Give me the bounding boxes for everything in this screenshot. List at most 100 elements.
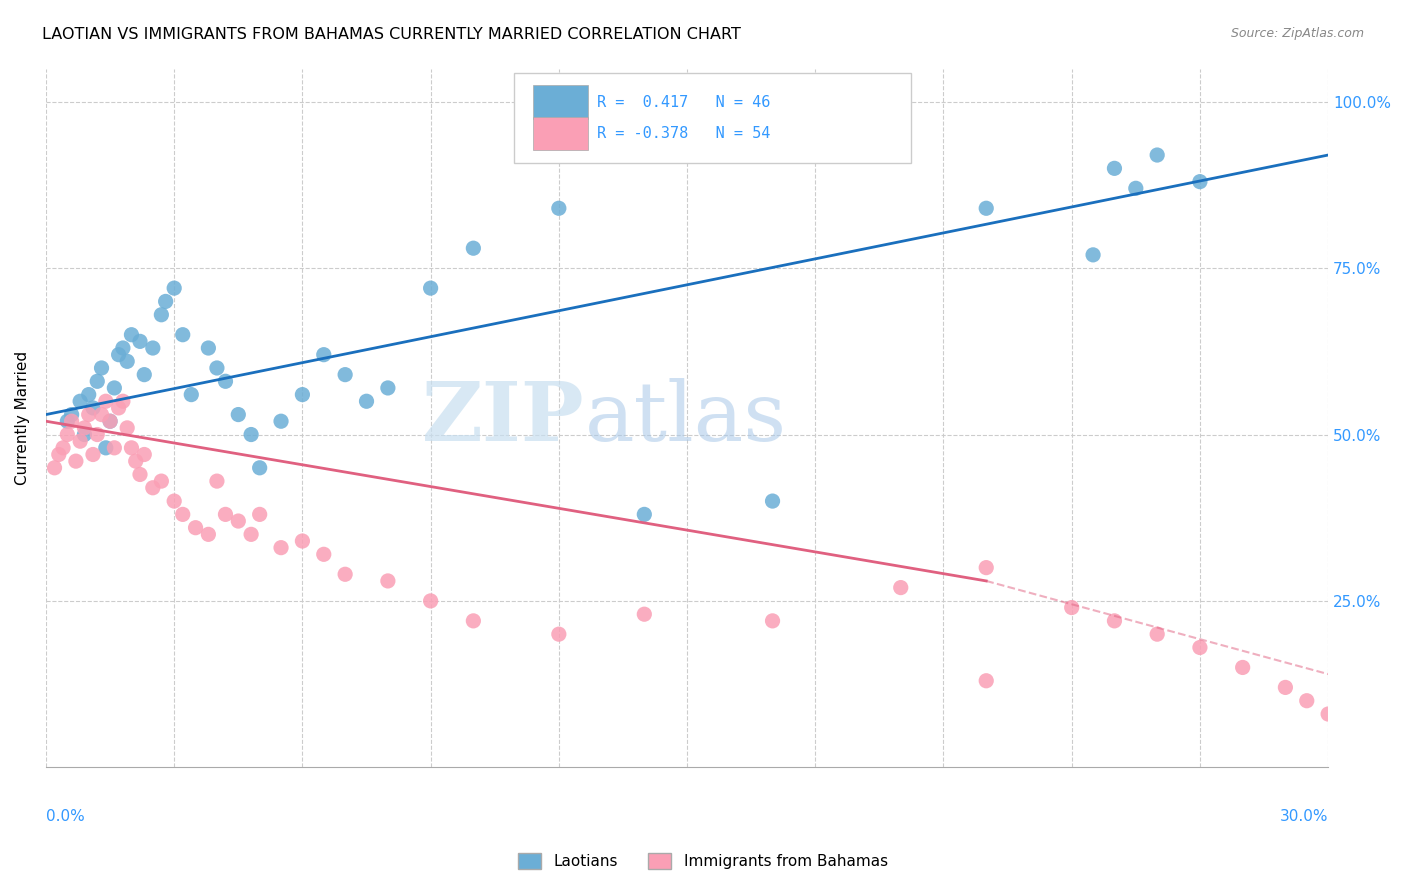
Point: [98, 414, 121, 428]
Point: [142, 481, 165, 495]
Point: [1317, 706, 1340, 721]
Point: [82, 401, 104, 415]
FancyBboxPatch shape: [533, 86, 588, 119]
Point: [1104, 614, 1126, 628]
Point: [180, 387, 202, 401]
Point: [184, 521, 207, 535]
Point: [150, 474, 173, 488]
Point: [205, 361, 228, 376]
Point: [134, 368, 156, 382]
Point: [163, 494, 186, 508]
Point: [94, 441, 117, 455]
Point: [333, 368, 356, 382]
Point: [1146, 148, 1168, 162]
Point: [633, 607, 655, 622]
Point: [94, 394, 117, 409]
Point: [240, 427, 263, 442]
Text: R = -0.378   N = 54: R = -0.378 N = 54: [598, 126, 770, 141]
Point: [115, 354, 138, 368]
Point: [69, 394, 91, 409]
Point: [419, 594, 441, 608]
Point: [249, 460, 271, 475]
Point: [65, 454, 87, 468]
Point: [356, 394, 378, 409]
Point: [77, 408, 100, 422]
Legend: Laotians, Immigrants from Bahamas: Laotians, Immigrants from Bahamas: [512, 847, 894, 875]
Point: [111, 341, 134, 355]
Point: [197, 341, 219, 355]
Point: [103, 441, 125, 455]
Point: [86, 374, 108, 388]
Point: [163, 281, 186, 295]
Point: [129, 334, 152, 349]
Point: [547, 201, 569, 215]
Point: [115, 421, 138, 435]
Point: [60, 414, 83, 428]
Text: 0.0%: 0.0%: [46, 809, 84, 824]
Point: [205, 474, 228, 488]
FancyBboxPatch shape: [533, 117, 588, 150]
Point: [56, 414, 79, 428]
Point: [82, 448, 104, 462]
Point: [120, 441, 142, 455]
Point: [172, 508, 194, 522]
Point: [73, 427, 96, 442]
Point: [291, 387, 314, 401]
Point: [333, 567, 356, 582]
Point: [761, 614, 783, 628]
Point: [291, 534, 314, 549]
Point: [1232, 660, 1254, 674]
Point: [125, 454, 148, 468]
Point: [1125, 181, 1147, 195]
Point: [463, 241, 485, 255]
Point: [56, 427, 79, 442]
Text: R =  0.417   N = 46: R = 0.417 N = 46: [598, 95, 770, 110]
Point: [463, 614, 485, 628]
Text: atlas: atlas: [585, 378, 786, 458]
Point: [172, 327, 194, 342]
Point: [270, 541, 292, 555]
Point: [52, 441, 75, 455]
Point: [974, 673, 997, 688]
Point: [60, 408, 83, 422]
Point: [974, 201, 997, 215]
Point: [1188, 640, 1211, 655]
Point: [214, 508, 236, 522]
Point: [69, 434, 91, 449]
Point: [974, 560, 997, 574]
Text: 30.0%: 30.0%: [1279, 809, 1329, 824]
Point: [107, 401, 129, 415]
Point: [1274, 681, 1296, 695]
Point: [73, 421, 96, 435]
Point: [377, 574, 399, 588]
Point: [226, 514, 249, 528]
Point: [134, 448, 156, 462]
Point: [377, 381, 399, 395]
Point: [197, 527, 219, 541]
Text: LAOTIAN VS IMMIGRANTS FROM BAHAMAS CURRENTLY MARRIED CORRELATION CHART: LAOTIAN VS IMMIGRANTS FROM BAHAMAS CURRE…: [42, 27, 741, 42]
Point: [633, 508, 655, 522]
Point: [1060, 600, 1083, 615]
Point: [270, 414, 292, 428]
Point: [1146, 627, 1168, 641]
Point: [48, 448, 70, 462]
Point: [1081, 248, 1104, 262]
Point: [419, 281, 441, 295]
Point: [120, 327, 142, 342]
Point: [1104, 161, 1126, 176]
Point: [312, 547, 335, 561]
Point: [111, 394, 134, 409]
Point: [1188, 175, 1211, 189]
Point: [44, 460, 66, 475]
Point: [77, 387, 100, 401]
Point: [129, 467, 152, 482]
Point: [150, 308, 173, 322]
Point: [240, 527, 263, 541]
Point: [155, 294, 177, 309]
Point: [226, 408, 249, 422]
Point: [90, 361, 112, 376]
Point: [312, 348, 335, 362]
FancyBboxPatch shape: [515, 73, 911, 163]
Point: [761, 494, 783, 508]
Point: [142, 341, 165, 355]
